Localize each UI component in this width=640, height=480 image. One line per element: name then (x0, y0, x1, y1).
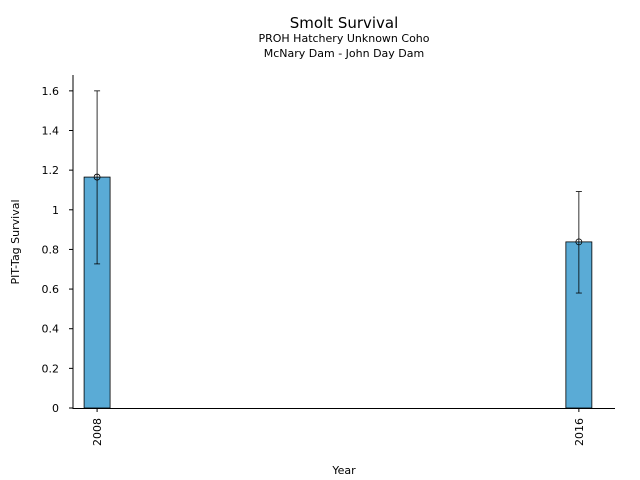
x-tick-label: 2008 (91, 418, 104, 446)
x-tick-label: 2016 (573, 418, 586, 446)
data-point (575, 238, 583, 246)
y-axis-label: PIT-Tag Survival (9, 199, 22, 284)
y-tick-label: 0.8 (42, 243, 60, 256)
y-tick-label: 0.2 (42, 362, 60, 375)
y-tick-label: 0.6 (42, 283, 60, 296)
plot-area (83, 90, 593, 409)
y-tick-label: 1.2 (42, 164, 60, 177)
x-axis-label: Year (331, 464, 356, 477)
y-tick-label: 1.4 (42, 125, 60, 138)
y-tick-label: 0 (52, 402, 59, 415)
data-point (93, 173, 101, 181)
y-tick-label: 0.4 (42, 323, 60, 336)
chart-subtitle-line-1: PROH Hatchery Unknown Coho (258, 32, 429, 45)
y-tick-label: 1 (52, 204, 59, 217)
chart-subtitle-line-2: McNary Dam - John Day Dam (264, 47, 424, 60)
y-tick-label: 1.6 (42, 85, 60, 98)
chart-title: Smolt Survival (290, 14, 399, 32)
